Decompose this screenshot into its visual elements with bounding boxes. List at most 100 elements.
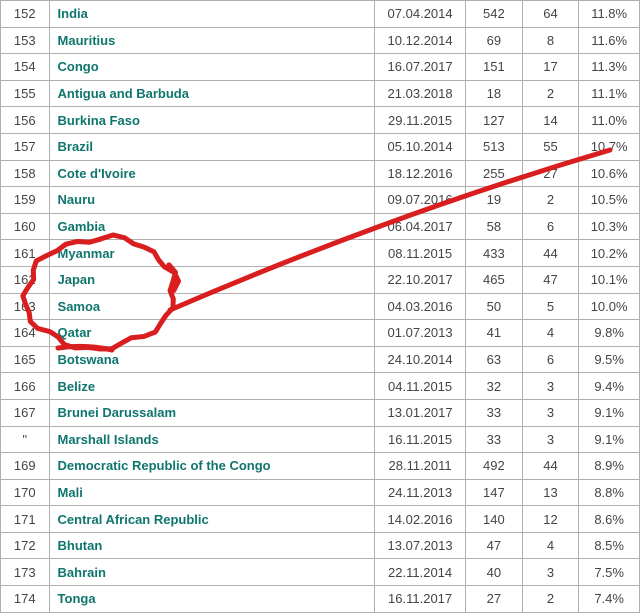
rank-cell: 165 — [1, 346, 50, 373]
percent-cell: 8.8% — [579, 479, 640, 506]
country-link[interactable]: Qatar — [58, 325, 92, 340]
table-row: 153Mauritius10.12.201469811.6% — [1, 27, 640, 54]
table-row: 164Qatar01.07.20134149.8% — [1, 320, 640, 347]
percent-cell: 10.3% — [579, 213, 640, 240]
country-link[interactable]: Botswana — [58, 352, 119, 367]
country-link[interactable]: Samoa — [58, 299, 101, 314]
country-cell: Bahrain — [49, 559, 375, 586]
table-row: 162Japan22.10.20174654710.1% — [1, 266, 640, 293]
date-cell: 22.10.2017 — [375, 266, 466, 293]
country-link[interactable]: Nauru — [58, 192, 96, 207]
percent-cell: 11.8% — [579, 1, 640, 28]
value1-cell: 63 — [466, 346, 523, 373]
rank-cell: 157 — [1, 133, 50, 160]
percent-cell: 9.8% — [579, 320, 640, 347]
rank-cell: 161 — [1, 240, 50, 267]
country-link[interactable]: Democratic Republic of the Congo — [58, 458, 271, 473]
date-cell: 13.01.2017 — [375, 399, 466, 426]
date-cell: 04.03.2016 — [375, 293, 466, 320]
percent-cell: 10.1% — [579, 266, 640, 293]
value1-cell: 18 — [466, 80, 523, 107]
date-cell: 09.07.2016 — [375, 187, 466, 214]
percent-cell: 8.9% — [579, 453, 640, 480]
value1-cell: 433 — [466, 240, 523, 267]
country-link[interactable]: Myanmar — [58, 246, 115, 261]
country-cell: Myanmar — [49, 240, 375, 267]
value2-cell: 2 — [522, 586, 579, 613]
rank-cell: 156 — [1, 107, 50, 134]
country-link[interactable]: Congo — [58, 59, 99, 74]
percent-cell: 7.4% — [579, 586, 640, 613]
percent-cell: 8.5% — [579, 532, 640, 559]
table-row: 173Bahrain22.11.20144037.5% — [1, 559, 640, 586]
rank-cell: 158 — [1, 160, 50, 187]
value1-cell: 127 — [466, 107, 523, 134]
value2-cell: 2 — [522, 187, 579, 214]
country-link[interactable]: Burkina Faso — [58, 113, 140, 128]
rank-cell: 174 — [1, 586, 50, 613]
country-link[interactable]: Mauritius — [58, 33, 116, 48]
rank-cell: 164 — [1, 320, 50, 347]
percent-cell: 11.1% — [579, 80, 640, 107]
percent-cell: 11.6% — [579, 27, 640, 54]
country-link[interactable]: Mali — [58, 485, 83, 500]
value1-cell: 465 — [466, 266, 523, 293]
rank-cell: 159 — [1, 187, 50, 214]
country-cell: Mauritius — [49, 27, 375, 54]
value2-cell: 47 — [522, 266, 579, 293]
date-cell: 16.07.2017 — [375, 54, 466, 81]
rank-cell: 173 — [1, 559, 50, 586]
country-cell: Gambia — [49, 213, 375, 240]
date-cell: 14.02.2016 — [375, 506, 466, 533]
value1-cell: 255 — [466, 160, 523, 187]
value1-cell: 32 — [466, 373, 523, 400]
country-link[interactable]: Brazil — [58, 139, 93, 154]
value1-cell: 140 — [466, 506, 523, 533]
percent-cell: 10.2% — [579, 240, 640, 267]
table-row: 155Antigua and Barbuda21.03.201818211.1% — [1, 80, 640, 107]
country-cell: Brunei Darussalam — [49, 399, 375, 426]
country-link[interactable]: Marshall Islands — [58, 432, 159, 447]
rank-cell: 152 — [1, 1, 50, 28]
country-cell: Botswana — [49, 346, 375, 373]
table-row: 171Central African Republic14.02.2016140… — [1, 506, 640, 533]
country-link[interactable]: Bhutan — [58, 538, 103, 553]
value1-cell: 27 — [466, 586, 523, 613]
country-link[interactable]: Antigua and Barbuda — [58, 86, 189, 101]
rank-cell: 155 — [1, 80, 50, 107]
value2-cell: 14 — [522, 107, 579, 134]
country-link[interactable]: Belize — [58, 379, 96, 394]
value1-cell: 40 — [466, 559, 523, 586]
country-link[interactable]: Japan — [58, 272, 96, 287]
percent-cell: 10.0% — [579, 293, 640, 320]
table-row: 163Samoa04.03.201650510.0% — [1, 293, 640, 320]
date-cell: 28.11.2011 — [375, 453, 466, 480]
table-row: 160Gambia06.04.201758610.3% — [1, 213, 640, 240]
country-link[interactable]: Central African Republic — [58, 512, 209, 527]
rank-cell: 160 — [1, 213, 50, 240]
percent-cell: 10.6% — [579, 160, 640, 187]
country-link[interactable]: Brunei Darussalam — [58, 405, 177, 420]
country-link[interactable]: Bahrain — [58, 565, 106, 580]
country-link[interactable]: India — [58, 6, 88, 21]
value1-cell: 33 — [466, 426, 523, 453]
value1-cell: 69 — [466, 27, 523, 54]
percent-cell: 9.1% — [579, 399, 640, 426]
country-link[interactable]: Cote d'Ivoire — [58, 166, 136, 181]
value1-cell: 50 — [466, 293, 523, 320]
value1-cell: 47 — [466, 532, 523, 559]
rank-cell: 154 — [1, 54, 50, 81]
value1-cell: 147 — [466, 479, 523, 506]
table-row: 159Nauru09.07.201619210.5% — [1, 187, 640, 214]
rank-cell: 169 — [1, 453, 50, 480]
country-cell: Japan — [49, 266, 375, 293]
rank-cell: 163 — [1, 293, 50, 320]
country-link[interactable]: Gambia — [58, 219, 106, 234]
country-cell: Cote d'Ivoire — [49, 160, 375, 187]
percent-cell: 8.6% — [579, 506, 640, 533]
date-cell: 24.11.2013 — [375, 479, 466, 506]
value2-cell: 44 — [522, 240, 579, 267]
country-link[interactable]: Tonga — [58, 591, 96, 606]
table-row: 152India07.04.20145426411.8% — [1, 1, 640, 28]
value2-cell: 3 — [522, 399, 579, 426]
